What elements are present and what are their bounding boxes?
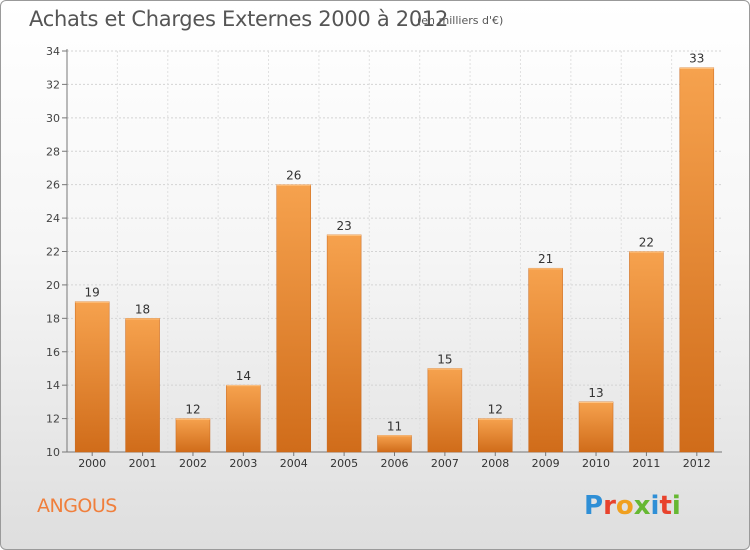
logo-letter: t — [659, 491, 672, 521]
proxiti-logo[interactable]: Proxiti — [584, 491, 681, 521]
y-tick-label: 18 — [46, 312, 60, 325]
y-tick-label: 24 — [46, 212, 60, 225]
data-label: 18 — [135, 302, 150, 316]
x-tick-label: 2011 — [632, 457, 660, 470]
x-tick-label: 2005 — [330, 457, 358, 470]
bar-2002 — [175, 418, 211, 453]
logo-letter: r — [603, 491, 616, 521]
bars — [74, 67, 715, 453]
bar-2000 — [74, 301, 110, 453]
data-label: 19 — [85, 286, 100, 300]
commune-name: ANGOUS — [37, 495, 117, 517]
logo-letter: P — [584, 491, 604, 521]
data-label: 22 — [639, 236, 654, 250]
data-label: 23 — [336, 219, 351, 233]
bar-2008 — [478, 418, 513, 453]
y-tick-label: 16 — [46, 346, 60, 359]
bar-2009 — [528, 267, 563, 453]
x-tick-label: 2001 — [129, 457, 157, 470]
x-tick-label: 2004 — [280, 457, 308, 470]
y-tick-label: 22 — [46, 246, 60, 259]
y-tick-label: 14 — [46, 379, 60, 392]
logo-letter: x — [633, 491, 651, 521]
x-tick-label: 2010 — [582, 457, 610, 470]
x-tick-label: 2008 — [481, 457, 509, 470]
bar-2007 — [427, 368, 463, 453]
y-tick-label: 12 — [46, 413, 60, 426]
data-label: 21 — [538, 252, 553, 266]
data-labels: 19 18 12 14 26 23 11 15 12 21 13 22 33 — [85, 52, 705, 434]
bar-2001 — [125, 318, 160, 453]
bar-2003 — [226, 384, 261, 453]
y-tick-label: 20 — [46, 279, 60, 292]
x-tick-label: 2009 — [532, 457, 560, 470]
bar-2012 — [679, 67, 715, 453]
x-tick-label: 2003 — [229, 457, 257, 470]
x-tick-label: 2007 — [431, 457, 459, 470]
data-label: 26 — [286, 169, 301, 183]
bar-2011 — [629, 251, 664, 453]
y-tick-label: 30 — [46, 112, 60, 125]
logo-letter: o — [615, 491, 634, 521]
data-label: 13 — [588, 386, 603, 400]
x-tick-label: 2012 — [683, 457, 711, 470]
chart-title: Achats et Charges Externes 2000 à 2012 — [29, 7, 449, 31]
y-tick-label: 32 — [46, 78, 60, 91]
chart-subtitle: (en milliers d'€) — [417, 14, 504, 27]
y-tick-label: 10 — [46, 446, 60, 459]
x-tick-label: 2006 — [381, 457, 409, 470]
gridlines — [67, 50, 722, 453]
y-tick-label: 26 — [46, 179, 60, 192]
y-tick-label: 28 — [46, 145, 60, 158]
bar-2006 — [377, 435, 412, 453]
bar-2004 — [276, 184, 311, 453]
logo-letter: i — [671, 491, 681, 521]
data-label: 11 — [387, 419, 402, 433]
logo-letter: i — [650, 491, 660, 521]
data-label: 33 — [689, 52, 704, 66]
bar-2005 — [326, 234, 362, 453]
x-tick-label: 2000 — [78, 457, 106, 470]
x-tick-label: 2002 — [179, 457, 207, 470]
data-label: 15 — [437, 352, 452, 366]
data-label: 12 — [488, 403, 503, 417]
data-label: 14 — [236, 369, 251, 383]
bar-2010 — [578, 401, 614, 453]
data-label: 12 — [185, 403, 200, 417]
y-tick-label: 34 — [46, 45, 60, 58]
